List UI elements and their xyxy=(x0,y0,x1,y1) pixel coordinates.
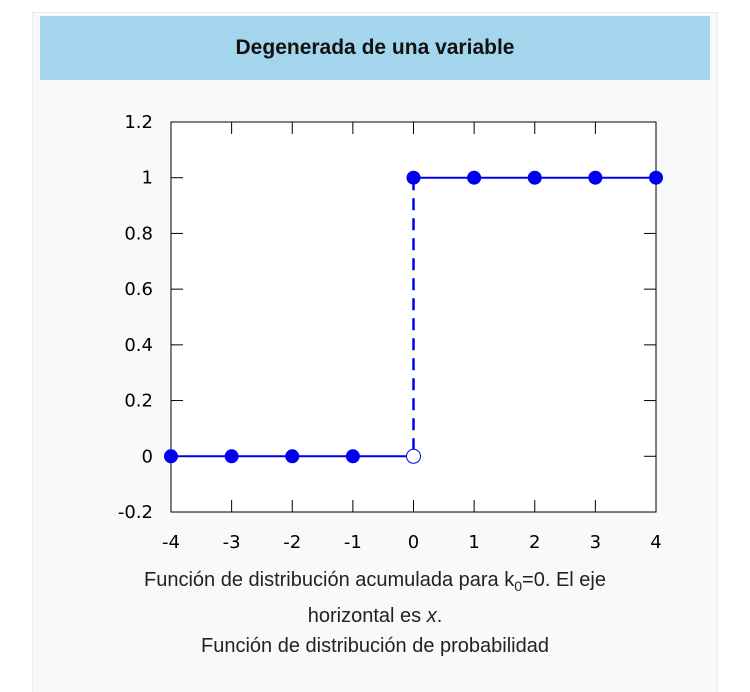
data-point xyxy=(285,449,300,464)
data-point xyxy=(224,449,239,464)
y-tick-label: 0.6 xyxy=(124,279,153,300)
caption-text-1b: =0. El eje xyxy=(522,569,606,591)
x-tick-label: -2 xyxy=(283,532,301,553)
caption-variable: x xyxy=(426,605,437,627)
open-point xyxy=(406,448,421,464)
x-tick-label: -1 xyxy=(344,532,362,553)
data-point xyxy=(345,449,360,464)
x-tick-label: 2 xyxy=(529,532,540,553)
caption-line-3: Función de distribución de probabilidad xyxy=(200,635,549,657)
data-point xyxy=(649,170,663,185)
caption-text-2b: . xyxy=(436,605,443,627)
infobox-title: Degenerada de una variable xyxy=(40,16,710,80)
x-tick-label: 4 xyxy=(650,532,661,553)
y-tick-label: 1 xyxy=(142,168,153,189)
data-point xyxy=(406,170,421,185)
x-tick-label: -3 xyxy=(223,532,241,553)
data-point xyxy=(467,170,482,185)
figure-caption: Función de distribución acumulada para k… xyxy=(40,565,710,661)
data-point xyxy=(588,170,603,185)
x-tick-label: 0 xyxy=(408,532,419,553)
y-tick-label: 0 xyxy=(142,446,153,467)
caption-text-2a: horizontal es xyxy=(307,605,427,627)
y-tick-label: 0.4 xyxy=(124,335,153,356)
y-tick-label: 0.8 xyxy=(124,223,153,244)
y-tick-label: -0.2 xyxy=(118,502,153,523)
cdf-chart: 1.2 1 0.8 0.6 0.4 0.2 0 -0.2 -4 -3 -2 -1 0 1 2 3 4 xyxy=(118,112,663,553)
y-tick-label: 1.2 xyxy=(124,112,153,133)
caption-text-1a: Función de distribución acumulada para k xyxy=(144,569,515,591)
caption-line-2: horizontal es x. xyxy=(40,601,710,631)
caption-line-1: Función de distribución acumulada para k… xyxy=(40,565,710,601)
data-point xyxy=(164,449,178,464)
caption-subscript: 0 xyxy=(514,578,523,594)
data-point xyxy=(527,170,542,185)
x-tick-label: 1 xyxy=(468,532,479,553)
x-tick-label: 3 xyxy=(590,532,601,553)
x-tick-label: -4 xyxy=(162,532,180,553)
y-tick-label: 0.2 xyxy=(124,391,153,412)
